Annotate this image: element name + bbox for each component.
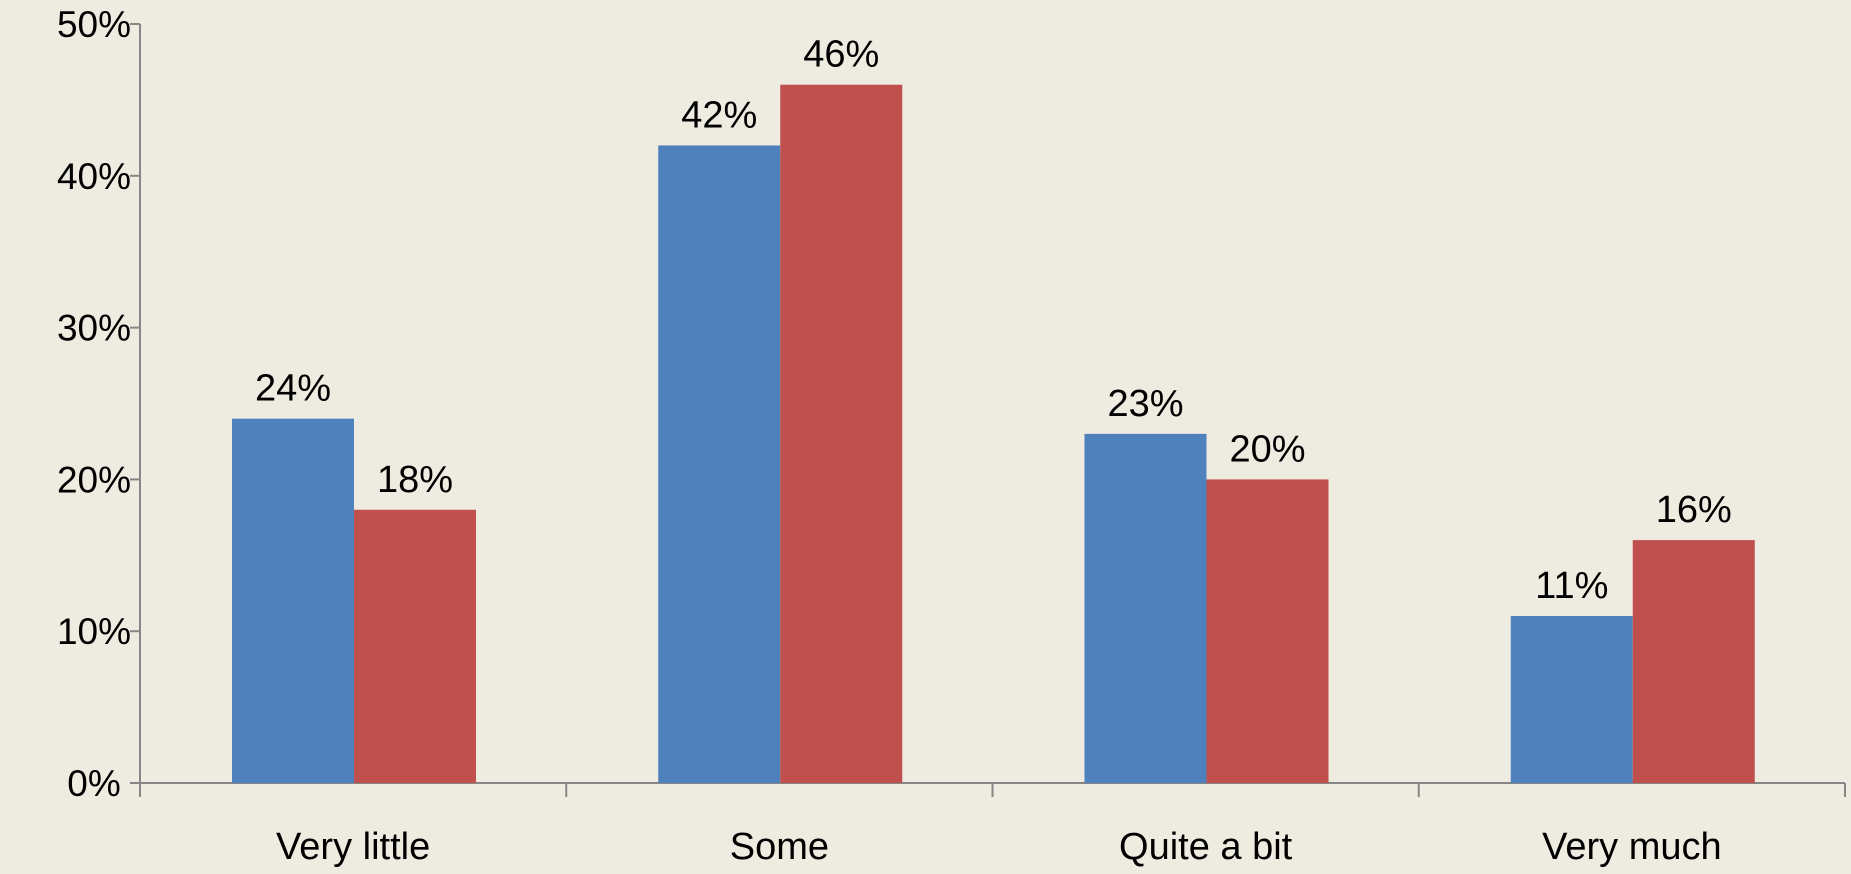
x-category-label: Some: [730, 826, 829, 868]
data-label: 11%: [1535, 565, 1608, 607]
data-label: 24%: [255, 368, 331, 410]
y-tick-label: 10%: [57, 611, 131, 652]
bars: [232, 84, 1755, 784]
bar-series-2: [1632, 540, 1755, 783]
x-category-label: Very little: [276, 826, 430, 868]
data-label: 23%: [1107, 383, 1183, 425]
y-tick-label: 40%: [57, 156, 131, 197]
bar-series-1: [232, 418, 354, 783]
x-axis: Very little Some Quite a bit Very much: [139, 782, 1846, 868]
y-tick-label: 30%: [57, 308, 131, 349]
bar-series-2: [354, 509, 476, 783]
data-labels: 24% 18% 42% 46% 23% 20% 11% 16%: [255, 34, 1732, 607]
data-label: 46%: [803, 34, 879, 76]
bar-series-1: [1084, 433, 1207, 783]
y-tick-label: 50%: [57, 4, 131, 45]
bar-series-2: [1206, 479, 1329, 783]
x-category-label: Quite a bit: [1119, 826, 1293, 868]
data-label: 16%: [1656, 489, 1732, 531]
bar-series-1: [1510, 616, 1633, 783]
bar-series-2: [780, 84, 903, 784]
y-tick-label: 20%: [57, 459, 131, 500]
bar-series-1: [658, 145, 781, 783]
data-label: 42%: [681, 94, 757, 136]
y-tick-label: 0%: [67, 763, 120, 804]
y-axis: 0% 10% 20% 30% 40% 50%: [57, 4, 141, 804]
data-label: 18%: [377, 459, 453, 501]
data-label: 20%: [1229, 428, 1305, 470]
x-category-label: Very much: [1542, 826, 1722, 868]
